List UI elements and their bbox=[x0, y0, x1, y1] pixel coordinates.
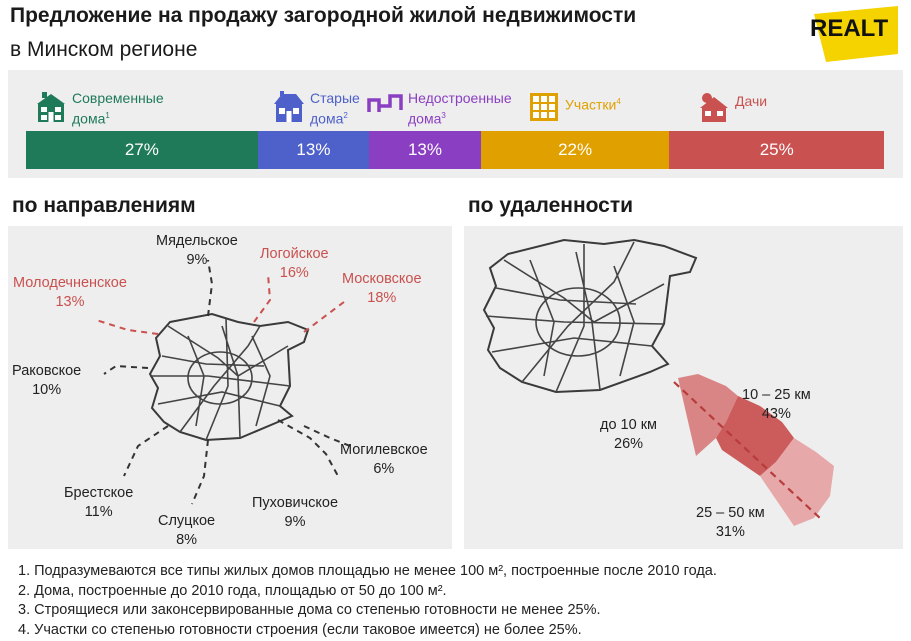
page-subtitle: в Минском регионе bbox=[10, 38, 198, 61]
distance-panel: до 10 км 26% 10 – 25 км 43% 25 – 50 км 31% bbox=[464, 226, 903, 549]
plot-icon bbox=[530, 93, 558, 121]
legend-label: дома bbox=[310, 110, 344, 127]
unfinished-house-icon bbox=[367, 94, 403, 112]
distance-label: 10 – 25 км 43% bbox=[742, 387, 811, 422]
legend-item-dacha: Дачи bbox=[697, 90, 767, 124]
bar-segment-1: 27% bbox=[26, 131, 258, 169]
legend-label: Старые bbox=[310, 90, 360, 106]
direction-label: Раковское 10% bbox=[12, 363, 82, 398]
page-title: Предложение на продажу загородной жилой … bbox=[10, 4, 637, 27]
bar-segment-5: 25% bbox=[669, 131, 884, 169]
bar-segment-3: 13% bbox=[369, 131, 481, 169]
sector-10-25 bbox=[716, 396, 794, 476]
section-title-distance: по удаленности bbox=[468, 194, 634, 217]
direction-label: Слуцкое 8% bbox=[158, 513, 216, 548]
city-streets bbox=[150, 317, 291, 441]
legend-sup: 4 bbox=[616, 97, 621, 106]
footnote: 1. Подразумеваются все типы жилых домов … bbox=[18, 563, 717, 579]
legend-sup: 2 bbox=[343, 111, 348, 120]
footnote: 4. Участки со степенью готовности строен… bbox=[18, 621, 582, 638]
section-title-directions: по направлениям bbox=[12, 194, 196, 217]
distance-axis-line bbox=[673, 381, 823, 521]
sector-0-10 bbox=[678, 374, 738, 456]
directions-panel: Мядельское 9% Логойское 16% Молодечненское… bbox=[8, 226, 452, 549]
legend-sup: 1 bbox=[105, 111, 110, 120]
old-house-icon bbox=[274, 91, 304, 122]
direction-label: Брестское 11% bbox=[64, 485, 134, 520]
legend-label: Участки bbox=[565, 96, 617, 113]
bar-value-label: 13% bbox=[407, 140, 442, 159]
bar-value-label: 22% bbox=[558, 140, 593, 159]
direction-label: Могилевское 6% bbox=[340, 442, 428, 477]
legend-label: Недостроенные bbox=[408, 90, 512, 106]
minsk-directions-map bbox=[95, 259, 351, 505]
distance-sectors bbox=[678, 374, 834, 526]
footnote: 3. Строящиеся или законсервированные дом… bbox=[18, 602, 601, 618]
direction-label: Московское 18% bbox=[342, 271, 422, 306]
direction-label: Логойское 16% bbox=[260, 246, 329, 281]
direction-label: Молодечненское 13% bbox=[13, 275, 127, 310]
sector-25-50 bbox=[760, 438, 834, 526]
city-outline bbox=[482, 238, 698, 394]
footnote: 2. Дома, построенные до 2010 года, площа… bbox=[18, 582, 447, 599]
bar-segment-4: 22% bbox=[480, 131, 670, 169]
city-outline bbox=[148, 312, 310, 442]
house-icon bbox=[37, 92, 65, 122]
bar-value-label: 27% bbox=[124, 140, 159, 159]
distance-label: 25 – 50 км 31% bbox=[696, 505, 765, 540]
svg-text:REALT: REALT bbox=[810, 15, 889, 42]
legend-label: дома bbox=[72, 110, 106, 127]
direction-label: Мядельское 9% bbox=[156, 233, 238, 268]
legend-item-old: Старые дома2 bbox=[272, 90, 360, 128]
footnotes: 1. Подразумеваются все типы жилых домов … bbox=[18, 562, 717, 640]
legend-item-modern: Современные дома1 bbox=[34, 90, 164, 128]
distance-label: до 10 км 26% bbox=[600, 417, 658, 452]
minsk-distance-map bbox=[482, 238, 834, 526]
bar-segment-2: 13% bbox=[257, 131, 370, 169]
direction-label: Пуховичское 9% bbox=[252, 495, 339, 530]
legend-label: Дачи bbox=[735, 93, 768, 109]
legend-sup: 3 bbox=[441, 111, 446, 120]
legend-item-plots: Участки4 bbox=[527, 90, 621, 124]
bar-value-label: 13% bbox=[296, 140, 331, 159]
direction-lines bbox=[95, 259, 351, 505]
realt-logo: REALT bbox=[810, 6, 898, 62]
legend-item-unfinished: Недостроенные дома3 bbox=[366, 90, 512, 128]
stacked-bar: 27% 13% 13% 22% 25% bbox=[26, 131, 884, 169]
legend-label: Современные bbox=[72, 90, 164, 106]
bar-value-label: 25% bbox=[759, 140, 794, 159]
legend-label: дома bbox=[408, 110, 442, 127]
city-streets bbox=[485, 241, 665, 393]
dacha-icon bbox=[700, 93, 728, 122]
